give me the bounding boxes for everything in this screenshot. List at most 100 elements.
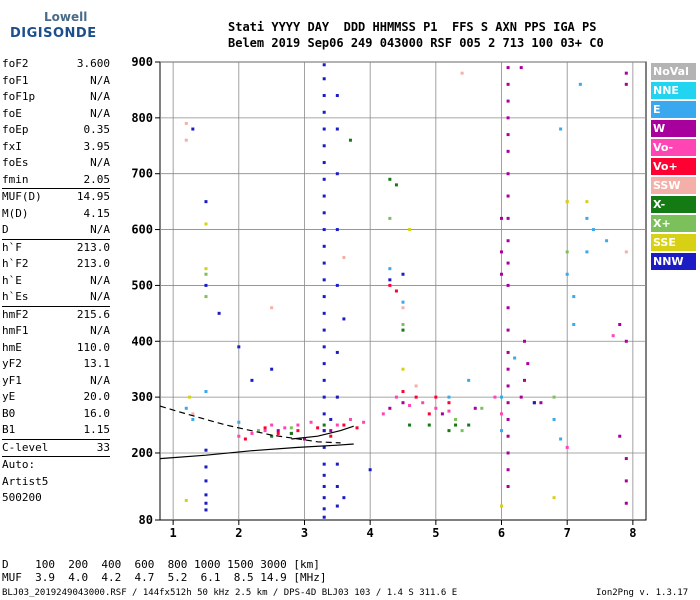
data-point [237, 434, 241, 438]
param-row: Auto: [2, 456, 110, 474]
data-point [585, 200, 589, 204]
data-point [506, 99, 510, 103]
data-point [401, 390, 405, 394]
data-point [523, 339, 526, 343]
data-point [388, 267, 392, 271]
data-point [322, 161, 326, 165]
data-point [506, 216, 510, 220]
data-point [322, 295, 326, 299]
param-row: h`F2 213.0 [2, 256, 110, 273]
data-point [204, 267, 208, 271]
y-tick-label: 900 [131, 55, 153, 69]
data-point [348, 138, 352, 142]
footer-distance-row: D 100 200 400 600 800 1000 1500 3000 [km… [2, 558, 320, 571]
data-point [335, 462, 339, 466]
param-value: N/A [90, 324, 110, 337]
param-value: N/A [90, 273, 110, 287]
data-point [322, 484, 326, 488]
footer-version: Ion2Png v. 1.3.17 [596, 588, 689, 598]
data-point [342, 496, 346, 500]
data-point [421, 401, 425, 405]
param-name: 500200 [2, 491, 42, 504]
data-point [559, 127, 563, 131]
data-point [532, 401, 536, 405]
param-name: yF1 [2, 373, 22, 387]
data-point [355, 426, 359, 430]
data-point [322, 127, 326, 131]
data-point [447, 409, 451, 413]
data-point [191, 417, 195, 421]
x-tick-label: 2 [235, 526, 242, 540]
data-point [257, 429, 261, 433]
legend: NoVal NNE E W Vo- Vo+ SSW X- X+ SSE NNW [651, 63, 696, 272]
data-point [388, 278, 392, 282]
param-row: Artist5 [2, 474, 110, 491]
data-point [506, 116, 510, 120]
param-name: yF2 [2, 357, 22, 370]
data-point [322, 507, 326, 511]
data-point [322, 328, 326, 332]
param-name: Auto: [2, 458, 36, 471]
data-point [302, 437, 306, 441]
param-value: 20.0 [83, 390, 111, 403]
param-name: fmin [2, 172, 29, 186]
trace-dashed [159, 405, 341, 444]
param-row: yF1 N/A [2, 373, 110, 390]
data-point [270, 367, 274, 371]
data-point [388, 216, 392, 220]
data-point [539, 401, 543, 405]
data-point [624, 339, 628, 343]
legend-item: X- [651, 196, 696, 213]
param-value: 33 [96, 440, 110, 454]
data-point [506, 306, 510, 310]
data-point [184, 406, 188, 410]
data-point [440, 412, 444, 416]
header-values: Belem 2019 Sep06 249 043000 RSF 005 2 71… [228, 36, 604, 50]
data-point [329, 434, 333, 438]
param-value: 0.35 [83, 123, 111, 136]
param-name: B1 [2, 423, 16, 436]
footer-muf-row: MUF 3.9 4.0 4.2 4.7 5.2 6.1 8.5 14.9 [MH… [2, 571, 327, 584]
data-point [237, 420, 241, 424]
param-name: yE [2, 390, 16, 403]
data-point [263, 429, 267, 433]
data-point [316, 426, 320, 430]
data-point [289, 426, 293, 430]
data-point [329, 417, 333, 421]
param-name: fxI [2, 139, 22, 153]
data-point [204, 465, 208, 469]
data-point [401, 401, 405, 405]
param-row: fmin 2.05 [2, 172, 110, 189]
data-point [401, 272, 405, 276]
param-value: N/A [90, 223, 110, 236]
data-point [348, 417, 352, 421]
data-point [322, 345, 326, 349]
data-point [506, 417, 510, 421]
legend-item: X+ [651, 215, 696, 232]
param-name: M(D) [2, 206, 29, 220]
data-point [204, 272, 208, 276]
param-row: foF1p N/A [2, 89, 110, 106]
param-name: h`F2 [2, 257, 29, 270]
data-point [480, 406, 484, 410]
param-name: C-level [2, 440, 49, 454]
data-point [414, 395, 418, 399]
data-point [585, 250, 589, 254]
data-point [250, 431, 254, 435]
data-point [500, 395, 504, 399]
data-point [565, 250, 569, 254]
data-point [624, 457, 628, 461]
data-point [585, 216, 589, 220]
param-row: B0 16.0 [2, 406, 110, 423]
data-point [204, 501, 208, 505]
data-point [342, 255, 346, 259]
param-row: hmF2 215.6 [2, 305, 110, 324]
data-point [519, 395, 523, 399]
data-point [401, 300, 405, 304]
data-point [335, 423, 339, 427]
param-value: 213.0 [76, 257, 110, 270]
param-name: Artist5 [2, 474, 49, 488]
param-value: 110.0 [76, 340, 110, 354]
data-point [270, 434, 274, 438]
